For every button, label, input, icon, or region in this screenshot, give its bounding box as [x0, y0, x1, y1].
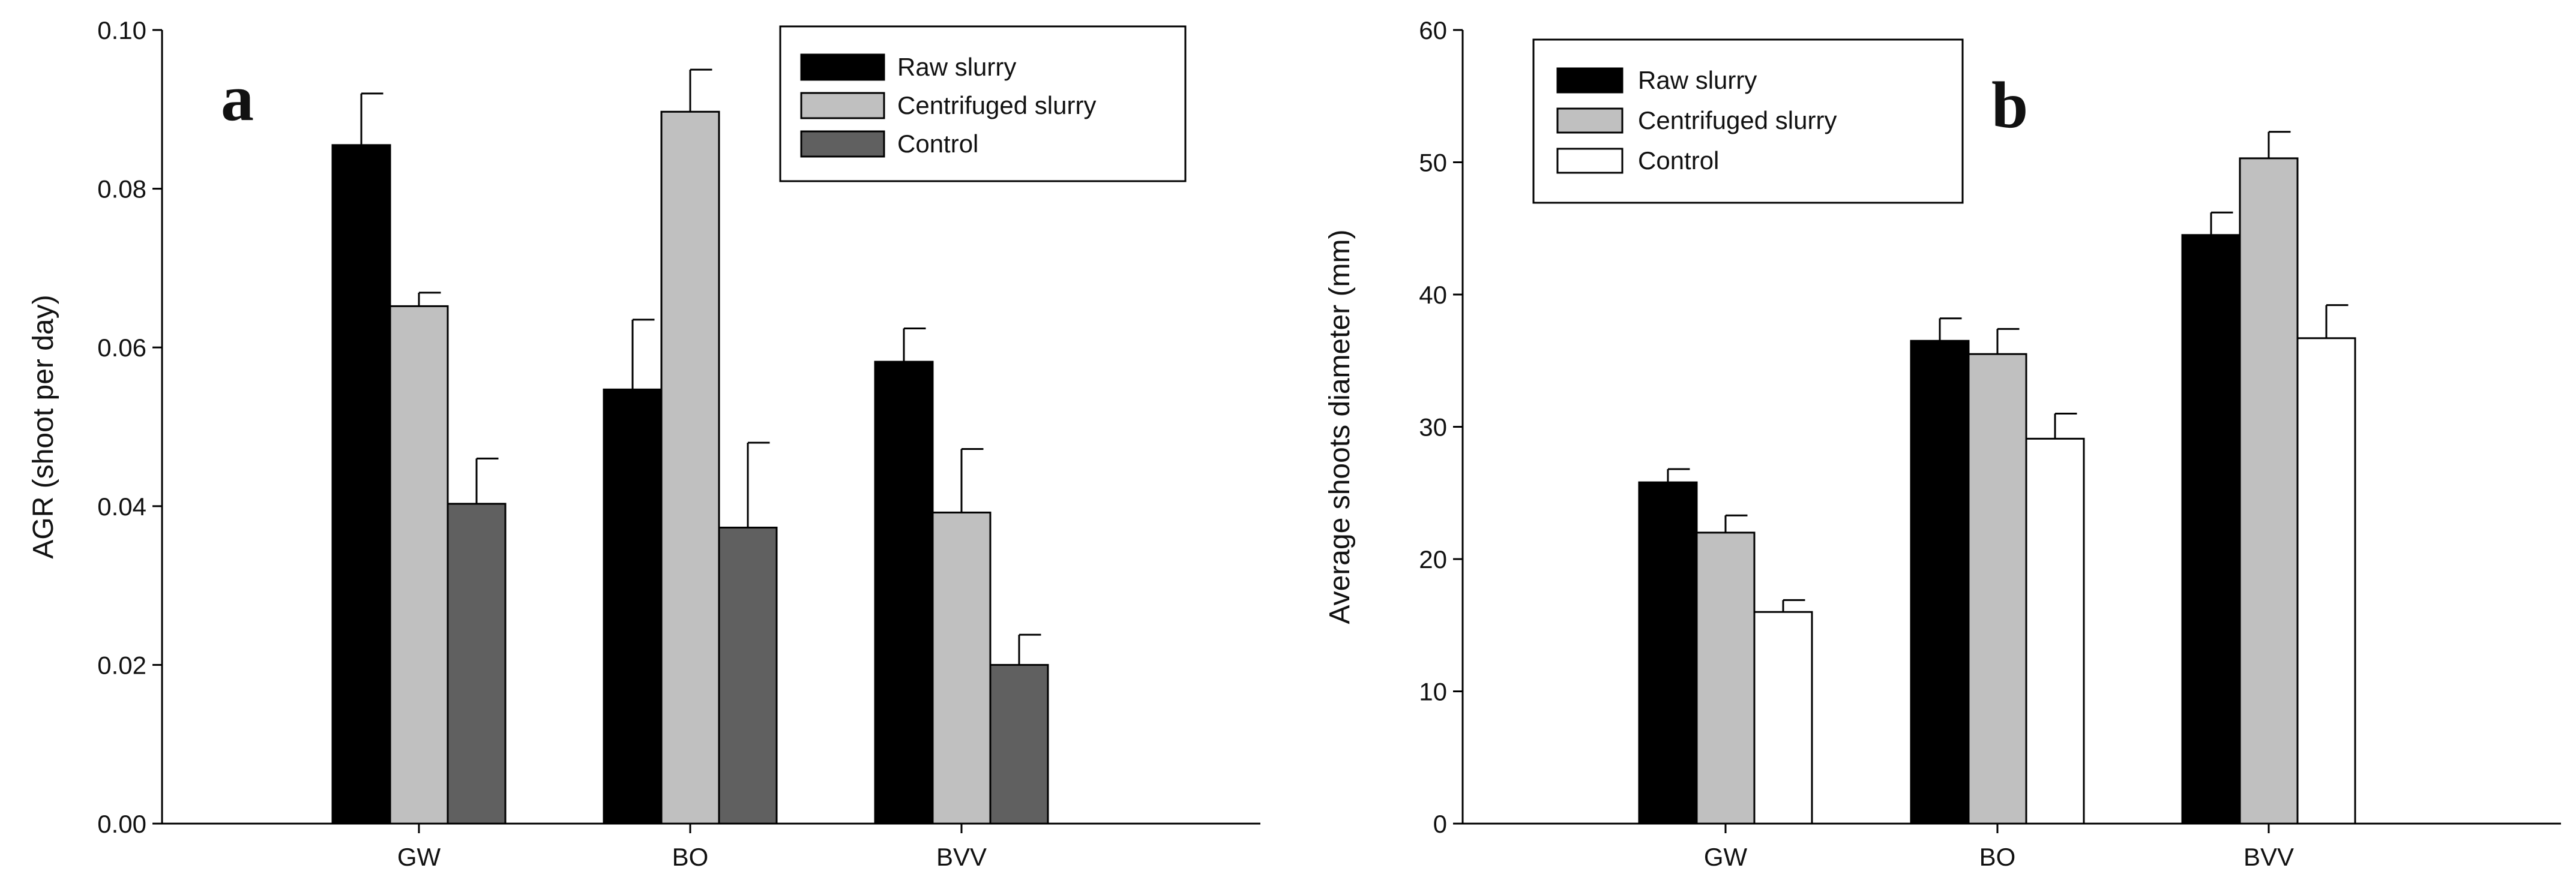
legend-label: Raw slurry	[1638, 66, 1757, 94]
y-tick-label: 0.06	[97, 334, 146, 362]
x-tick-label: BVV	[936, 843, 987, 871]
legend: Raw slurry Centrifuged slurry Control	[779, 25, 1187, 182]
bar	[1638, 481, 1698, 825]
x-tick-label: GW	[397, 843, 441, 871]
bar	[1753, 611, 1813, 825]
chart-panel-b: 0 10 20 30 40 50 60 GW BO BVV Average shoots diame…	[1324, 16, 2561, 871]
y-tick-label: 0.04	[97, 492, 146, 521]
bar	[718, 527, 778, 825]
legend-label: Centrifuged slurry	[897, 91, 1096, 119]
bar	[1910, 340, 1970, 825]
bar	[2181, 234, 2241, 825]
bar	[447, 503, 507, 825]
bar	[389, 305, 449, 825]
y-tick-label: 30	[1419, 413, 1447, 442]
legend-label: Control	[897, 130, 978, 158]
panel-letter: a	[221, 61, 254, 134]
legend-swatch	[800, 53, 885, 81]
bar	[331, 144, 391, 825]
bar	[1967, 353, 2027, 825]
chart-panel-a: 0.00 0.02 0.04 0.06 0.08 0.10 GW BO BVV AGR (shoo…	[28, 16, 1260, 871]
bar	[931, 511, 992, 825]
bar	[2239, 157, 2299, 825]
legend-swatch	[1556, 107, 1624, 134]
y-tick-label: 0.02	[97, 651, 146, 679]
y-tick-label: 50	[1419, 149, 1447, 177]
x-tick-label: BO	[1979, 843, 2016, 871]
x-tick-label: BO	[672, 843, 709, 871]
legend-swatch	[800, 130, 885, 158]
bar	[989, 663, 1049, 825]
bar	[2025, 437, 2085, 825]
bar	[1696, 531, 1756, 825]
y-tick-label: 10	[1419, 678, 1447, 706]
bar	[874, 361, 934, 825]
bar	[603, 388, 663, 825]
legend-swatch	[1556, 67, 1624, 94]
y-tick-label: 20	[1419, 545, 1447, 573]
y-axis-title: Average shoots diameter (mm)	[1324, 229, 1356, 624]
y-tick-label: 0.00	[97, 810, 146, 838]
x-tick-label: GW	[1704, 843, 1748, 871]
y-tick-label: 60	[1419, 16, 1447, 44]
panel-letter: b	[1991, 68, 2028, 142]
legend: Raw slurry Centrifuged slurry Control	[1532, 38, 1964, 204]
y-tick-label: 0	[1433, 810, 1447, 838]
legend-swatch	[800, 92, 885, 119]
x-tick-label: BVV	[2243, 843, 2294, 871]
legend-label: Control	[1638, 146, 1719, 175]
legend-label: Centrifuged slurry	[1638, 106, 1837, 134]
y-tick-label: 0.10	[97, 16, 146, 44]
legend-label: Raw slurry	[897, 53, 1016, 81]
bar	[2296, 337, 2356, 825]
y-axis-title: AGR (shoot per day)	[28, 295, 59, 558]
y-tick-label: 0.08	[97, 175, 146, 203]
y-tick-label: 40	[1419, 281, 1447, 309]
bar	[660, 110, 720, 825]
legend-swatch	[1556, 148, 1624, 174]
